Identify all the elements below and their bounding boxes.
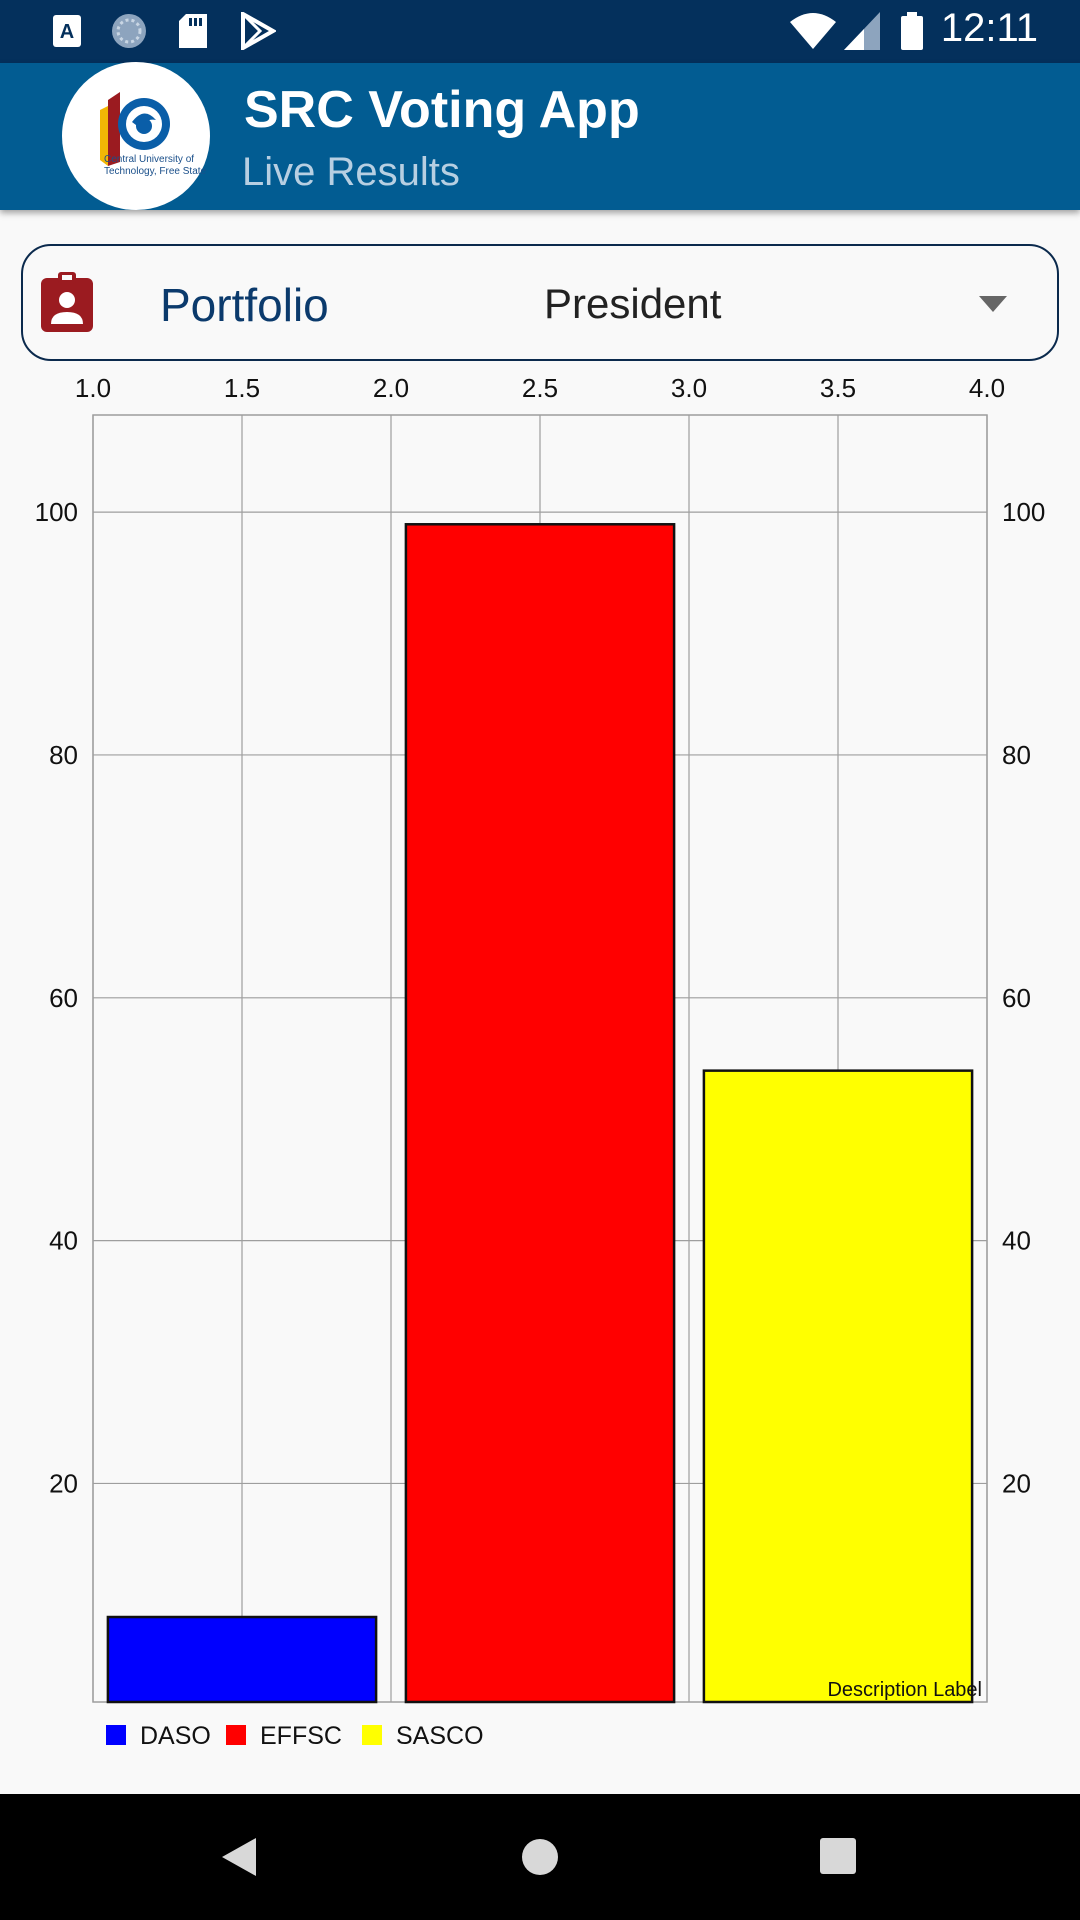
y-tick-label-left: 80 (49, 740, 78, 770)
sync-icon (110, 12, 148, 50)
y-tick-label-left: 20 (49, 1468, 78, 1498)
wifi-icon (790, 12, 836, 50)
app-title: SRC Voting App (244, 81, 640, 139)
results-bar-chart: 1.0 1.5 2.0 2.5 3.0 3.5 4.0 20 20 40 40 60 60 80 80 100… (35, 373, 1046, 1750)
signal-icon (844, 12, 880, 50)
legend-swatch-effsc (226, 1725, 246, 1745)
portfolio-selected-value[interactable]: President (544, 280, 722, 327)
back-icon[interactable] (222, 1838, 256, 1880)
clipboard-user-icon (41, 272, 93, 332)
recents-icon[interactable] (820, 1838, 856, 1878)
bar-daso (106, 1615, 378, 1704)
y-tick-label-left: 60 (49, 983, 78, 1013)
status-bar: A 12:11 (0, 0, 1080, 63)
logo-text: Central University of Technology, Free S… (104, 154, 208, 178)
clock: 12:11 (940, 6, 1038, 50)
y-tick-label-right: 20 (1002, 1468, 1031, 1498)
chart-description: Description Label (827, 1679, 982, 1701)
y-tick-label-right: 80 (1002, 740, 1031, 770)
y-tick-label-right: 40 (1002, 1226, 1031, 1256)
x-tick-label: 3.0 (671, 373, 707, 403)
legend-label-sasco: SASCO (396, 1722, 484, 1750)
y-tick-label-right: 60 (1002, 983, 1031, 1013)
logo-text-line1: Central University of (104, 154, 195, 165)
bar-sasco (702, 1069, 974, 1704)
dropdown-arrow-icon[interactable] (979, 296, 1007, 312)
x-tick-label: 4.0 (969, 373, 1005, 403)
app-subtitle: Live Results (242, 150, 460, 194)
sd-card-icon (178, 12, 208, 50)
text-a-icon: A (52, 12, 82, 50)
portfolio-label: Portfolio (160, 279, 329, 331)
bar-effsc (404, 523, 676, 1704)
home-icon[interactable] (521, 1838, 559, 1880)
legend-label-effsc: EFFSC (260, 1722, 342, 1750)
logo-text-line2: Technology, Free State (104, 166, 207, 177)
x-tick-label: 2.5 (522, 373, 558, 403)
svg-text:A: A (60, 21, 74, 43)
navigation-bar (0, 1794, 1080, 1920)
y-tick-label-right: 100 (1002, 497, 1045, 527)
x-tick-label: 2.0 (373, 373, 409, 403)
legend-swatch-sasco (362, 1725, 382, 1745)
y-tick-label-left: 40 (49, 1226, 78, 1256)
legend-label-daso: DASO (140, 1722, 211, 1750)
university-logo (62, 62, 210, 210)
x-tick-label: 3.5 (820, 373, 856, 403)
portfolio-dropdown[interactable]: Portfolio President (21, 244, 1059, 361)
battery-icon (900, 12, 924, 50)
legend-swatch-daso (106, 1725, 126, 1745)
play-store-icon (240, 12, 276, 50)
x-tick-label: 1.5 (224, 373, 260, 403)
y-tick-label-left: 100 (35, 497, 78, 527)
x-tick-label: 1.0 (75, 373, 111, 403)
